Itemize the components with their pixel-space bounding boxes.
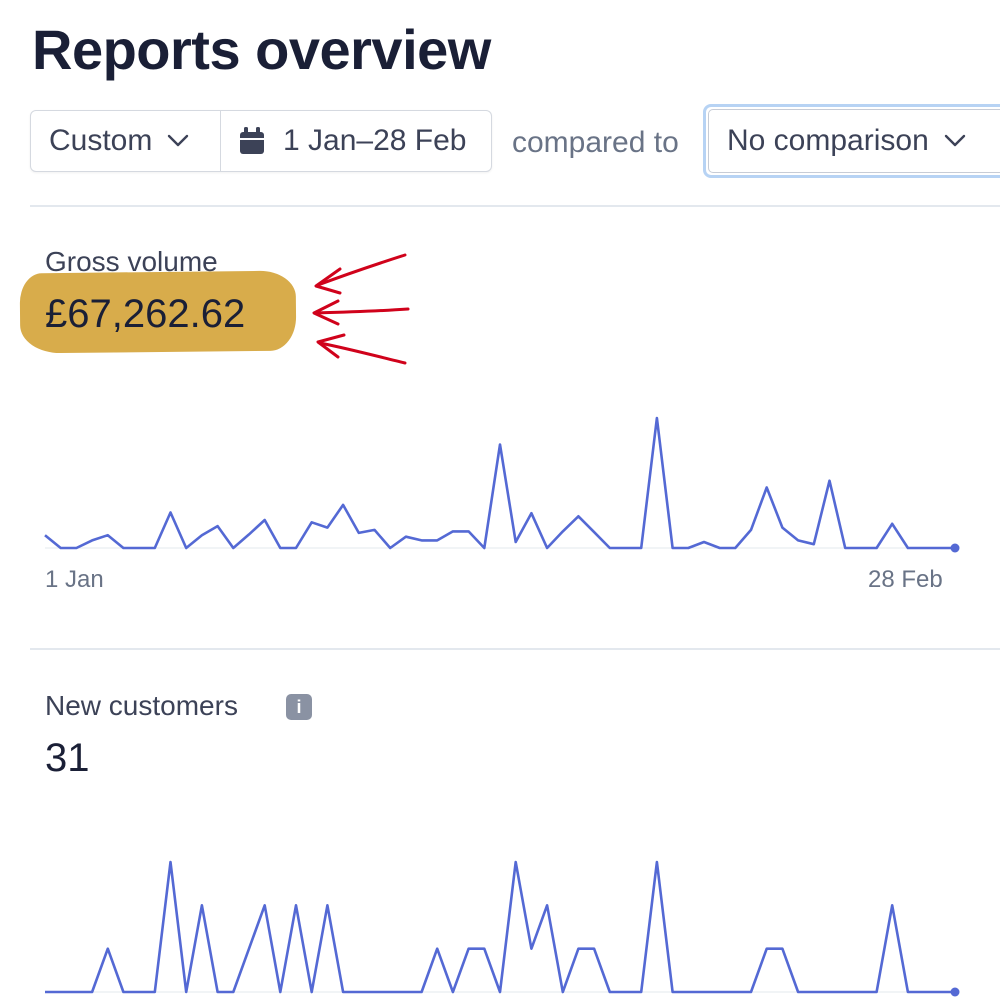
chevron-down-icon: [166, 133, 190, 149]
gross-volume-point: [950, 543, 960, 553]
info-icon[interactable]: i: [286, 694, 312, 720]
new-customers-point: [950, 987, 960, 997]
x-axis-start-label: 1 Jan: [45, 566, 104, 593]
date-range-picker[interactable]: 1 Jan–28 Feb: [221, 111, 491, 171]
section-divider: [30, 648, 1000, 650]
new-customers-label: New customers: [45, 690, 238, 721]
gross-volume-chart: [44, 416, 960, 553]
new-customers-chart: [45, 860, 960, 997]
date-filter-group: Custom 1 Jan–28 Feb: [30, 110, 492, 172]
chevron-down-icon: [943, 133, 967, 149]
new-customers-series-line: [45, 860, 955, 994]
comparison-label: No comparison: [727, 124, 929, 157]
date-preset-label: Custom: [49, 124, 153, 157]
calendar-icon: [239, 127, 265, 155]
compared-to-label: compared to: [512, 126, 679, 159]
page-title: Reports overview: [32, 18, 491, 81]
new-customers-value: 31: [45, 736, 90, 780]
date-range-label: 1 Jan–28 Feb: [283, 124, 467, 157]
gross-volume-value: £67,262.62: [45, 292, 246, 336]
gross-volume-series-line: [44, 416, 955, 550]
section-divider: [30, 205, 1000, 207]
date-preset-dropdown[interactable]: Custom: [31, 111, 221, 171]
comparison-dropdown[interactable]: No comparison: [703, 104, 1000, 178]
annotation-arrows: [312, 253, 410, 365]
x-axis-end-label: 28 Feb: [868, 566, 943, 593]
